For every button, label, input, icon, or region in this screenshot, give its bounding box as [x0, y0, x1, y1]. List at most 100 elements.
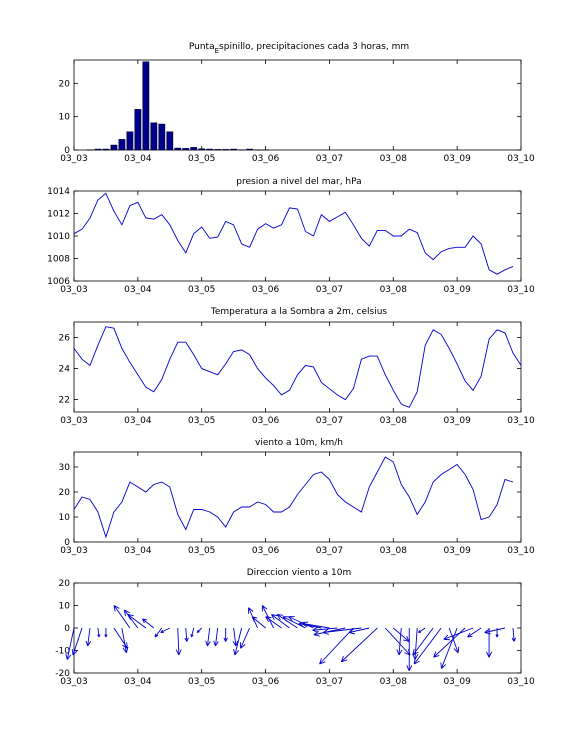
precipitation-bar: [126, 131, 134, 151]
y-tick-label: 1008: [47, 255, 70, 265]
x-tick-label: 03_08: [380, 416, 408, 426]
x-tick-label: 03_08: [380, 285, 408, 295]
wind-vector: [85, 627, 92, 647]
precipitation-bar: [262, 149, 269, 151]
wind-vector: [418, 627, 426, 633]
wind-vector: [65, 627, 75, 660]
x-tick-label: 03_10: [507, 677, 535, 687]
title-subscript: E: [215, 47, 219, 55]
wind-speed-chart-title: viento a 10m, km/h: [255, 438, 343, 448]
precipitation-bar: [230, 148, 238, 151]
wind-vector: [213, 627, 219, 647]
y-tick-label: 20: [59, 79, 71, 89]
x-tick-label: 03_04: [124, 154, 152, 164]
precipitation-bar: [214, 149, 222, 151]
wind-vector: [412, 627, 434, 656]
pressure-chart-title: presion a nivel del mar, hPa: [236, 177, 361, 187]
wind-direction-chart-title: Direccion viento a 10m: [247, 568, 352, 578]
precipitation-bar: [222, 149, 230, 151]
wind-vector: [302, 621, 330, 629]
y-tick-label: 1010: [47, 232, 70, 242]
x-tick-label: 03_07: [316, 285, 343, 295]
wind-vector: [233, 627, 243, 656]
y-tick-label: 1012: [47, 210, 70, 220]
x-tick-label: 03_09: [443, 677, 471, 687]
x-tick-label: 03_05: [188, 546, 215, 556]
wind-vector: [467, 627, 482, 638]
precipitation-bar: [158, 123, 166, 151]
wind-vector: [484, 627, 506, 635]
x-tick-label: 03_05: [188, 154, 215, 164]
wind-vector: [113, 605, 131, 629]
x-tick-label: 03_03: [60, 285, 87, 295]
y-tick-label: 0: [64, 538, 70, 548]
wind-vector: [392, 627, 410, 642]
x-tick-label: 03_03: [60, 677, 87, 687]
plot-frame: [73, 190, 522, 282]
wind-vector: [406, 628, 413, 671]
precipitation-bar: [142, 61, 150, 151]
precipitation-bar: [254, 149, 261, 151]
plot-frame: [73, 321, 522, 413]
title-prefix: Punta: [189, 42, 215, 52]
y-tick-label: -10: [55, 647, 70, 657]
precipitation-bar: [166, 131, 174, 151]
x-tick-label: 03_10: [507, 285, 535, 295]
x-tick-label: 03_08: [380, 677, 408, 687]
wind-vector: [121, 627, 129, 654]
wind-vector: [205, 627, 211, 647]
wind-vector: [154, 627, 163, 638]
wind-vector: [104, 628, 108, 638]
x-tick-label: 03_06: [252, 285, 280, 295]
wind-vector: [71, 627, 83, 656]
wind-vector: [251, 616, 266, 629]
precipitation-bar: [150, 122, 158, 151]
wind-vector: [232, 627, 239, 647]
wind-vector: [396, 627, 403, 656]
precipitation-bar: [190, 147, 198, 151]
precipitation-bar: [86, 149, 94, 151]
x-tick-label: 03_03: [60, 154, 87, 164]
x-tick-label: 03_04: [124, 416, 152, 426]
y-tick-label: 1014: [47, 187, 70, 197]
precipitation-bar: [206, 148, 214, 151]
x-tick-label: 03_06: [252, 154, 280, 164]
x-tick-label: 03_08: [380, 154, 408, 164]
x-tick-label: 03_05: [188, 416, 215, 426]
wind-vector: [348, 627, 370, 635]
pressure-chart: presion a nivel del mar, hPa 03_03 03_04 0…: [47, 177, 535, 295]
x-tick-label: 03_05: [188, 677, 215, 687]
x-tick-label: 03_10: [507, 546, 535, 556]
series-line: [73, 192, 514, 275]
title-suffix: spinillo, precipitaciones cada 3 horas, …: [219, 42, 409, 52]
wind-vector: [448, 627, 460, 654]
x-tick-label: 03_10: [507, 154, 535, 164]
wind-vector: [443, 627, 474, 641]
x-tick-label: 03_04: [124, 677, 152, 687]
y-tick-label: 0: [64, 146, 70, 156]
wind-vector: [184, 627, 189, 642]
x-tick-label: 03_03: [60, 546, 87, 556]
y-tick-label: 10: [59, 602, 71, 612]
y-tick-label: 20: [59, 579, 71, 589]
x-tick-label: 03_06: [252, 677, 280, 687]
wind-vector: [486, 628, 493, 658]
x-tick-label: 03_07: [316, 416, 343, 426]
x-tick-label: 03_04: [124, 285, 152, 295]
wind-vector: [190, 627, 195, 638]
precipitation-chart-title: PuntaEspinillo, precipitaciones cada 3 h…: [189, 42, 409, 55]
precipitation-chart: PuntaEspinillo, precipitaciones cada 3 h…: [59, 42, 535, 164]
wind-vector: [288, 616, 314, 629]
x-tick-label: 03_07: [316, 154, 343, 164]
x-tick-label: 03_10: [507, 416, 535, 426]
wind-vector: [97, 627, 101, 638]
precipitation-bar: [238, 149, 246, 151]
y-tick-label: 30: [59, 463, 71, 473]
y-tick-label: 1006: [47, 277, 70, 287]
x-tick-label: 03_06: [252, 416, 280, 426]
wind-vector: [319, 627, 354, 665]
x-tick-label: 03_03: [60, 416, 87, 426]
wind-vector: [511, 627, 517, 642]
precipitation-bar: [110, 144, 118, 151]
